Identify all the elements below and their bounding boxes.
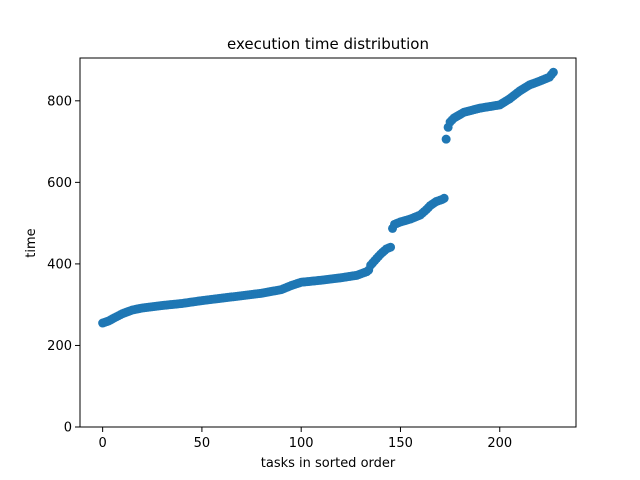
x-tick-label: 0 — [98, 436, 106, 451]
chart-title: execution time distribution — [227, 35, 429, 53]
y-tick-label: 200 — [47, 339, 72, 354]
data-point — [439, 193, 449, 203]
scatter-points — [98, 67, 558, 328]
data-point — [548, 67, 558, 77]
y-axis: 0 200 400 600 800 — [47, 94, 80, 436]
y-tick-label: 800 — [47, 94, 72, 109]
data-point — [441, 134, 451, 144]
y-tick-label: 0 — [64, 421, 72, 436]
x-axis-label: tasks in sorted order — [261, 456, 396, 471]
y-tick-label: 400 — [47, 257, 72, 272]
x-tick-label: 50 — [194, 436, 211, 451]
x-tick-label: 150 — [388, 436, 413, 451]
data-point — [386, 242, 396, 252]
y-axis-label: time — [24, 228, 39, 257]
x-tick-label: 100 — [289, 436, 314, 451]
x-axis: 0 50 100 150 200 — [98, 427, 512, 451]
x-tick-label: 200 — [487, 436, 512, 451]
plot-area — [79, 57, 577, 428]
y-tick-label: 600 — [47, 176, 72, 191]
